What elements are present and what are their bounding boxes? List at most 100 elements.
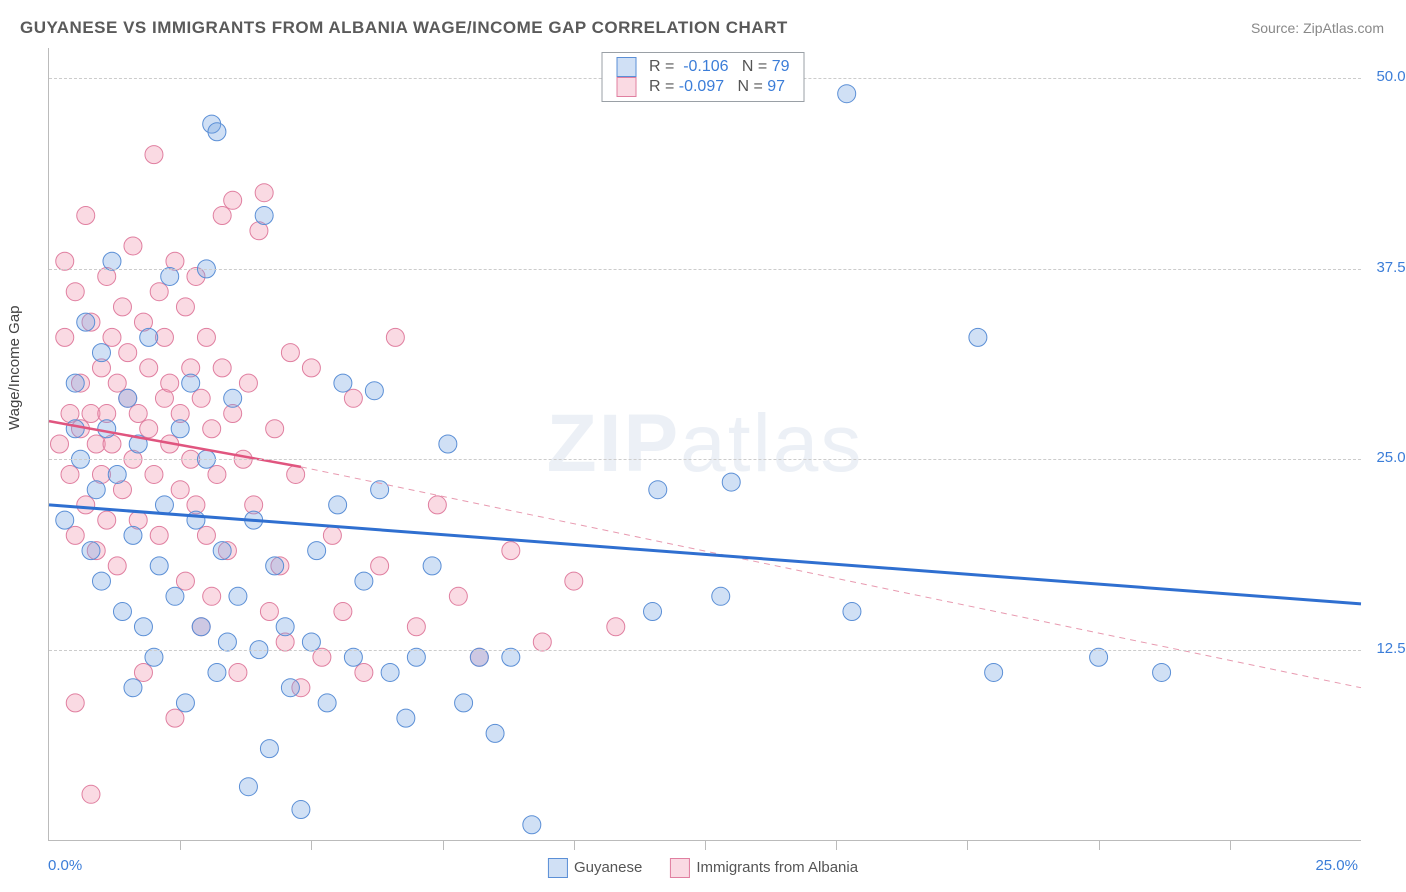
point-guyanese bbox=[1153, 663, 1171, 681]
point-guyanese bbox=[344, 648, 362, 666]
y-tick-label: 37.5% bbox=[1376, 259, 1406, 276]
point-guyanese bbox=[224, 389, 242, 407]
point-albania bbox=[192, 389, 210, 407]
point-albania bbox=[150, 283, 168, 301]
point-guyanese bbox=[712, 587, 730, 605]
trendline bbox=[301, 467, 1361, 688]
point-guyanese bbox=[87, 481, 105, 499]
point-guyanese bbox=[108, 465, 126, 483]
x-axis-min-label: 0.0% bbox=[48, 857, 82, 874]
point-albania bbox=[371, 557, 389, 575]
point-albania bbox=[213, 207, 231, 225]
point-guyanese bbox=[155, 496, 173, 514]
point-guyanese bbox=[92, 572, 110, 590]
point-albania bbox=[145, 146, 163, 164]
point-albania bbox=[239, 374, 257, 392]
point-guyanese bbox=[166, 587, 184, 605]
point-albania bbox=[129, 405, 147, 423]
point-albania bbox=[355, 663, 373, 681]
point-guyanese bbox=[308, 542, 326, 560]
point-albania bbox=[260, 603, 278, 621]
point-guyanese bbox=[318, 694, 336, 712]
point-guyanese bbox=[145, 648, 163, 666]
swatch-albania-icon bbox=[670, 858, 690, 878]
point-albania bbox=[533, 633, 551, 651]
point-albania bbox=[140, 420, 158, 438]
legend-row-guyanese: R = -0.106 N = 79 bbox=[617, 57, 790, 77]
legend-label-guyanese: Guyanese bbox=[574, 859, 642, 876]
point-guyanese bbox=[92, 344, 110, 362]
x-tick bbox=[311, 840, 312, 850]
x-tick bbox=[574, 840, 575, 850]
gridline bbox=[49, 459, 1361, 460]
point-guyanese bbox=[969, 328, 987, 346]
point-guyanese bbox=[192, 618, 210, 636]
point-albania bbox=[224, 191, 242, 209]
x-tick bbox=[967, 840, 968, 850]
point-albania bbox=[113, 298, 131, 316]
point-guyanese bbox=[1090, 648, 1108, 666]
point-albania bbox=[229, 663, 247, 681]
point-albania bbox=[449, 587, 467, 605]
point-albania bbox=[565, 572, 583, 590]
point-guyanese bbox=[486, 724, 504, 742]
point-guyanese bbox=[329, 496, 347, 514]
point-albania bbox=[66, 283, 84, 301]
point-guyanese bbox=[218, 633, 236, 651]
x-tick bbox=[180, 840, 181, 850]
point-albania bbox=[134, 663, 152, 681]
point-guyanese bbox=[140, 328, 158, 346]
point-albania bbox=[108, 557, 126, 575]
point-guyanese bbox=[470, 648, 488, 666]
point-albania bbox=[281, 344, 299, 362]
x-axis-max-label: 25.0% bbox=[1315, 857, 1358, 874]
point-albania bbox=[334, 603, 352, 621]
point-albania bbox=[140, 359, 158, 377]
point-guyanese bbox=[56, 511, 74, 529]
chart-area: ZIPatlas 12.5%25.0%37.5%50.0% bbox=[48, 48, 1361, 841]
point-albania bbox=[56, 252, 74, 270]
point-guyanese bbox=[334, 374, 352, 392]
point-albania bbox=[176, 572, 194, 590]
point-albania bbox=[124, 237, 142, 255]
point-albania bbox=[208, 465, 226, 483]
point-albania bbox=[103, 328, 121, 346]
point-guyanese bbox=[182, 374, 200, 392]
point-guyanese bbox=[187, 511, 205, 529]
y-tick-label: 12.5% bbox=[1376, 640, 1406, 657]
gridline bbox=[49, 269, 1361, 270]
point-guyanese bbox=[355, 572, 373, 590]
swatch-guyanese-icon bbox=[548, 858, 568, 878]
point-albania bbox=[56, 328, 74, 346]
point-albania bbox=[607, 618, 625, 636]
chart-svg bbox=[49, 48, 1361, 840]
point-guyanese bbox=[98, 420, 116, 438]
swatch-guyanese bbox=[617, 57, 637, 77]
legend-row-albania: R = -0.097 N = 97 bbox=[617, 77, 790, 97]
point-guyanese bbox=[502, 648, 520, 666]
legend-label-albania: Immigrants from Albania bbox=[696, 859, 858, 876]
point-guyanese bbox=[722, 473, 740, 491]
point-albania bbox=[344, 389, 362, 407]
chart-title: GUYANESE VS IMMIGRANTS FROM ALBANIA WAGE… bbox=[20, 18, 788, 38]
point-albania bbox=[386, 328, 404, 346]
point-guyanese bbox=[77, 313, 95, 331]
source-label: Source: ZipAtlas.com bbox=[1251, 20, 1384, 36]
gridline bbox=[49, 650, 1361, 651]
point-albania bbox=[161, 374, 179, 392]
point-guyanese bbox=[292, 801, 310, 819]
r-value-guyanese: -0.106 bbox=[683, 58, 728, 75]
point-guyanese bbox=[161, 267, 179, 285]
point-albania bbox=[171, 481, 189, 499]
n-value-albania: 97 bbox=[767, 78, 785, 95]
point-albania bbox=[61, 465, 79, 483]
point-albania bbox=[323, 526, 341, 544]
point-guyanese bbox=[407, 648, 425, 666]
x-tick bbox=[443, 840, 444, 850]
point-albania bbox=[287, 465, 305, 483]
point-guyanese bbox=[423, 557, 441, 575]
correlation-legend: R = -0.106 N = 79 R = -0.097 N = 97 bbox=[602, 52, 805, 102]
point-albania bbox=[203, 587, 221, 605]
y-tick-label: 25.0% bbox=[1376, 449, 1406, 466]
point-albania bbox=[428, 496, 446, 514]
